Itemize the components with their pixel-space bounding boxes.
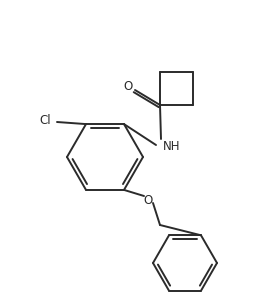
Text: Cl: Cl: [39, 113, 51, 127]
Text: NH: NH: [163, 141, 180, 153]
Text: O: O: [143, 193, 153, 206]
Text: O: O: [124, 81, 133, 94]
